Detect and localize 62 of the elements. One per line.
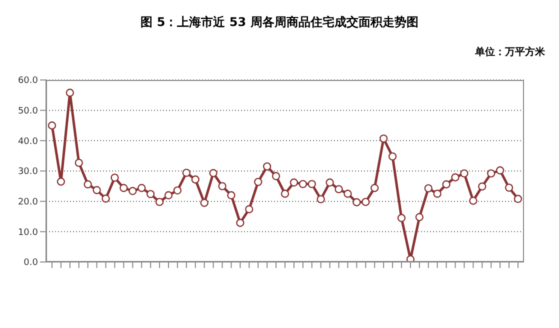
y-tick-label: 60.0 bbox=[18, 76, 38, 86]
point bbox=[92, 186, 101, 194]
point bbox=[74, 158, 83, 167]
point bbox=[308, 180, 316, 188]
point bbox=[146, 190, 155, 198]
point bbox=[272, 172, 280, 180]
point bbox=[415, 213, 424, 222]
point bbox=[191, 175, 200, 184]
point bbox=[138, 184, 146, 192]
point bbox=[110, 174, 119, 182]
point bbox=[469, 196, 478, 205]
point bbox=[316, 195, 325, 204]
y-tick-label: 30.0 bbox=[18, 167, 38, 178]
point bbox=[155, 198, 164, 206]
point bbox=[442, 180, 450, 188]
point bbox=[478, 182, 486, 191]
point bbox=[290, 178, 298, 187]
point bbox=[227, 191, 236, 200]
point bbox=[245, 205, 254, 214]
y-axis-title: 单位：万平方米 bbox=[475, 45, 545, 59]
point bbox=[424, 184, 432, 192]
point bbox=[451, 173, 460, 182]
point bbox=[173, 186, 182, 195]
point bbox=[496, 166, 504, 174]
point bbox=[280, 190, 290, 198]
chart-title: 图 5：上海市近 53 周各周商品住宅成交面积走势图 bbox=[140, 14, 420, 31]
point bbox=[120, 184, 128, 192]
point bbox=[254, 178, 262, 186]
point bbox=[344, 190, 352, 198]
point bbox=[102, 194, 110, 203]
point bbox=[514, 194, 522, 204]
y-tick-label: 50.0 bbox=[18, 106, 38, 117]
point bbox=[433, 190, 442, 198]
point bbox=[218, 182, 226, 190]
y-tick-label: 40.0 bbox=[18, 136, 38, 147]
point bbox=[397, 214, 406, 222]
point bbox=[209, 169, 218, 178]
point bbox=[128, 186, 137, 196]
point bbox=[236, 218, 244, 227]
y-tick-label: 10.0 bbox=[18, 228, 38, 238]
point bbox=[56, 178, 66, 186]
point bbox=[388, 152, 397, 161]
point bbox=[352, 198, 361, 206]
point bbox=[262, 162, 272, 171]
point bbox=[460, 169, 468, 178]
point bbox=[334, 185, 343, 194]
point bbox=[326, 178, 334, 187]
point bbox=[66, 88, 74, 97]
point bbox=[164, 191, 173, 200]
point bbox=[298, 180, 308, 188]
point bbox=[504, 184, 514, 192]
point bbox=[370, 184, 379, 192]
y-tick-label: 20.0 bbox=[18, 198, 38, 208]
y-tick-label: 0.0 bbox=[24, 258, 38, 268]
point bbox=[200, 198, 208, 207]
point bbox=[379, 134, 388, 143]
point bbox=[182, 168, 191, 177]
point bbox=[48, 121, 56, 130]
point bbox=[406, 255, 415, 262]
point bbox=[84, 180, 92, 188]
point bbox=[487, 169, 496, 178]
point bbox=[362, 198, 370, 206]
